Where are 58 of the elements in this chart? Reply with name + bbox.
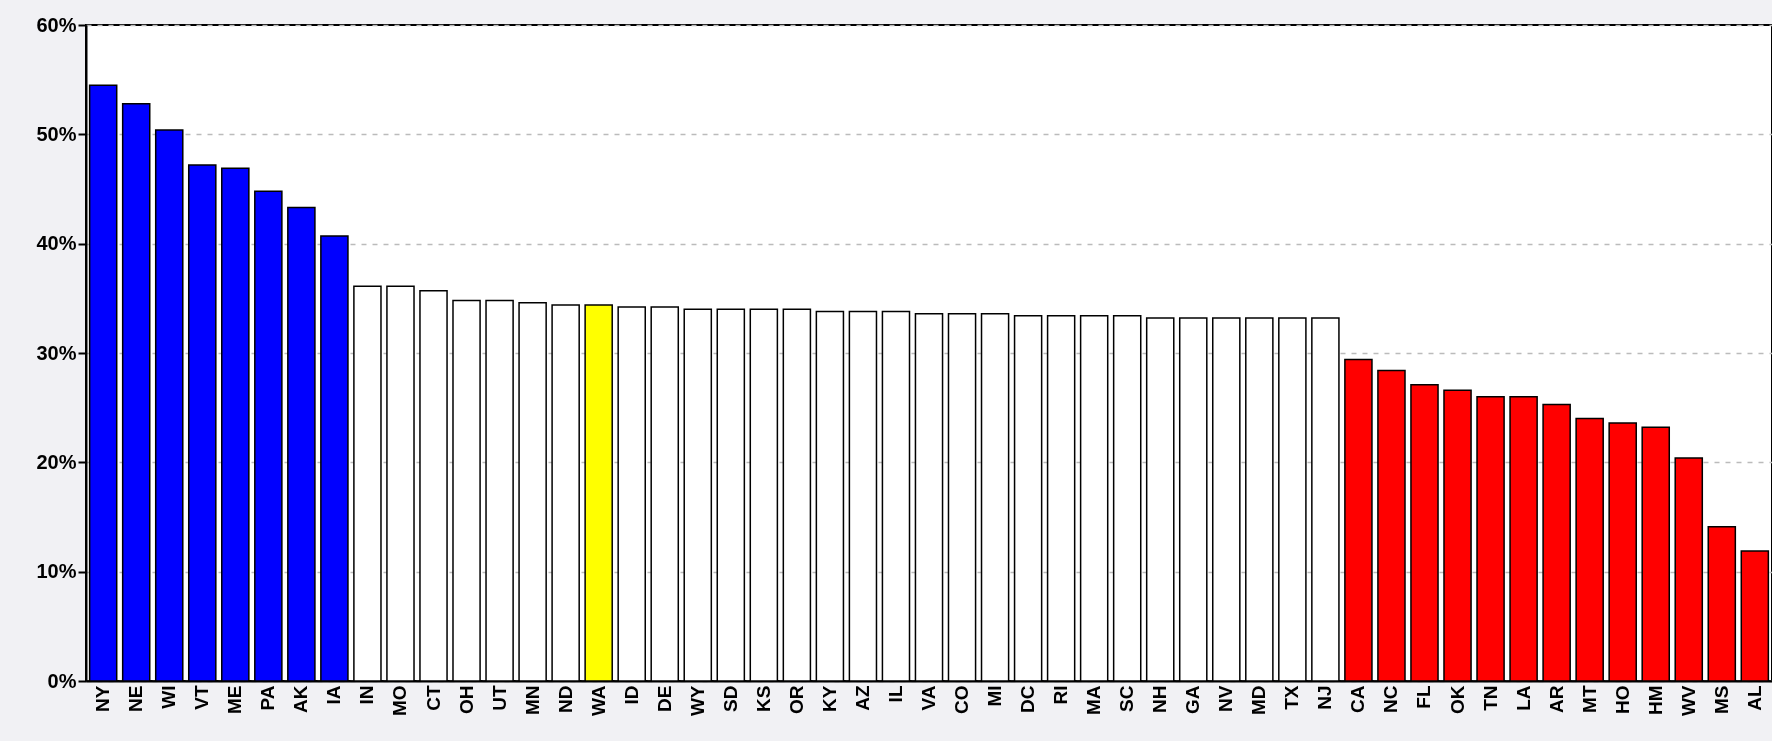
- x-tick-label: KS: [752, 685, 774, 712]
- x-tick-label: NV: [1215, 685, 1237, 712]
- x-tick-label: MI: [984, 685, 1006, 707]
- x-tick-label: MT: [1578, 685, 1600, 713]
- y-tick-label: 60%: [36, 13, 77, 36]
- x-tick-label: HO: [1611, 685, 1633, 714]
- y-tick-label: 30%: [36, 341, 77, 364]
- x-tick-label: NY: [92, 685, 114, 712]
- x-tick-label: AZ: [851, 685, 873, 711]
- x-tick-label: WV: [1677, 685, 1699, 717]
- x-tick-label: AR: [1545, 685, 1567, 713]
- x-tick-label: NH: [1149, 685, 1171, 713]
- x-tick-label: VA: [918, 685, 939, 711]
- x-tick-label: OH: [455, 685, 477, 714]
- x-tick-label: MN: [521, 685, 543, 716]
- x-tick-label: OK: [1446, 685, 1468, 714]
- x-tick-label: AL: [1743, 685, 1765, 711]
- x-tick-label: TX: [1281, 685, 1303, 710]
- x-tick-label: TN: [1479, 685, 1501, 711]
- x-tick-label: NC: [1380, 685, 1402, 713]
- x-tick-label: HM: [1644, 685, 1666, 716]
- x-tick-label: NJ: [1314, 685, 1336, 710]
- x-tick-label: MA: [1083, 685, 1105, 716]
- x-tick-label: IA: [323, 685, 345, 705]
- x-tick-label: IL: [884, 685, 906, 703]
- y-tick-label: 10%: [36, 560, 77, 583]
- x-tick-label: FL: [1413, 685, 1435, 709]
- x-tick-label: IN: [356, 685, 378, 705]
- x-tick-label: SD: [719, 685, 741, 712]
- x-tick-label: MD: [1248, 685, 1270, 716]
- x-tick-label: OR: [785, 685, 807, 714]
- x-tick-label: CO: [951, 685, 973, 714]
- x-tick-label: VT: [191, 685, 213, 710]
- x-tick-label: KY: [818, 685, 840, 712]
- x-tick-label: NE: [125, 685, 147, 712]
- x-tick-label: ID: [620, 685, 642, 705]
- x-tick-label: LA: [1512, 685, 1534, 711]
- y-tick-label: 40%: [36, 232, 77, 255]
- x-tick-label: CA: [1347, 685, 1369, 713]
- y-tick-label: 50%: [36, 122, 77, 145]
- x-tick-label: MO: [389, 685, 411, 717]
- x-tick-label: DE: [653, 685, 675, 712]
- x-tick-label: RI: [1050, 685, 1072, 705]
- y-tick-label: 20%: [36, 450, 77, 473]
- x-tick-label: ND: [554, 685, 576, 713]
- x-tick-label: WI: [158, 685, 180, 709]
- x-tick-label: CT: [422, 685, 444, 711]
- x-tick-label: ME: [224, 685, 246, 714]
- x-tick-label: WA: [587, 685, 609, 717]
- x-tick-label: SC: [1116, 685, 1138, 712]
- x-tick-label: WY: [686, 685, 708, 717]
- y-tick-label: 0%: [47, 669, 77, 692]
- x-tick-label: MS: [1710, 685, 1732, 714]
- x-tick-label: AK: [290, 685, 312, 713]
- x-tick-label: PA: [257, 685, 279, 711]
- x-tick-label: DC: [1017, 685, 1039, 713]
- x-tick-label: UT: [488, 685, 510, 711]
- x-tick-label: GA: [1182, 685, 1204, 714]
